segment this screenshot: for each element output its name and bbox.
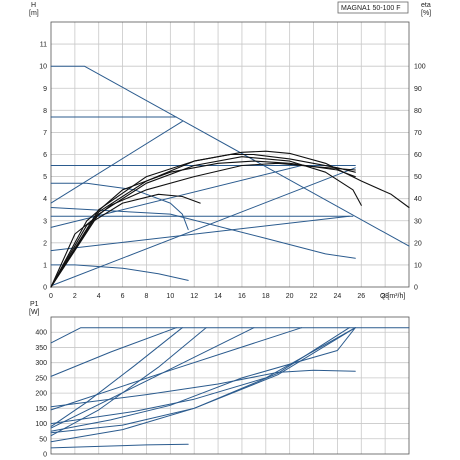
power-chart-frame: [50, 316, 410, 455]
eta-tick-label: 90: [414, 86, 422, 93]
flow-axis-tick-labels: 0 2 4 6 8 10 12 14 16 18 20 22 24 26 28: [49, 293, 389, 300]
flow-tick-label: 10: [166, 293, 174, 300]
head-tick-label: 3: [43, 218, 47, 225]
power-chart-grid: [51, 317, 409, 454]
flow-tick-label: 2: [73, 293, 77, 300]
head-tick-label: 10: [39, 64, 47, 71]
power-tick-label: 0: [43, 452, 47, 459]
head-tick-label: 4: [43, 196, 47, 203]
power-curve: [50, 327, 356, 432]
flow-tick-label: 14: [214, 293, 222, 300]
system-curve: [50, 215, 350, 252]
eta-axis-tick-labels: 0 10 20 30 40 50 60 70 80 90 100: [414, 64, 426, 292]
power-curve: [50, 327, 303, 411]
system-curve: [50, 167, 356, 287]
eta-axis-unit: [%]: [421, 10, 431, 17]
eta-tick-label: 40: [414, 196, 422, 203]
flow-tick-label: 18: [262, 293, 270, 300]
power-curve: [50, 443, 189, 449]
power-curve: [50, 327, 356, 443]
head-tick-label: 9: [43, 86, 47, 93]
head-curve: [50, 182, 189, 231]
efficiency-curve: [50, 162, 356, 288]
flow-tick-label: 4: [97, 293, 101, 300]
eta-tick-label: 20: [414, 240, 422, 247]
eta-tick-label: 80: [414, 108, 422, 115]
head-chart-curves: [50, 65, 410, 288]
head-curve: [50, 65, 410, 247]
power-chart: 0 50 100 150 200 250 300 350 400 P1 [W]: [29, 301, 410, 459]
head-curve: [50, 264, 189, 281]
power-curve: [50, 327, 410, 344]
power-curve: [50, 369, 356, 408]
flow-tick-label: 24: [334, 293, 342, 300]
power-tick-label: 150: [35, 406, 47, 413]
eta-tick-label: 70: [414, 130, 422, 137]
power-axis-label: P1: [30, 301, 39, 308]
head-axis-label: H: [31, 2, 36, 9]
power-tick-label: 200: [35, 391, 47, 398]
power-tick-label: 400: [35, 330, 47, 337]
power-axis-tick-labels: 0 50 100 150 200 250 300 350 400: [35, 330, 47, 459]
head-axis-tick-labels: 0 1 2 3 4 5 6 7 8 9 10 11: [39, 42, 47, 292]
head-tick-label: 8: [43, 108, 47, 115]
power-tick-label: 350: [35, 345, 47, 352]
eta-tick-label: 60: [414, 152, 422, 159]
flow-tick-label: 0: [49, 293, 53, 300]
head-axis-unit: [m]: [29, 10, 39, 17]
head-tick-label: 11: [40, 42, 47, 49]
head-tick-label: 1: [43, 262, 47, 269]
efficiency-curve: [50, 153, 356, 288]
head-tick-label: 0: [43, 285, 47, 292]
power-curve: [50, 327, 356, 425]
flow-tick-label: 26: [357, 293, 365, 300]
flow-tick-label: 22: [310, 293, 318, 300]
head-chart-frame: [50, 21, 410, 288]
flow-tick-label: 28: [381, 293, 389, 300]
head-tick-label: 2: [43, 240, 47, 247]
power-curve: [50, 327, 183, 428]
eta-tick-label: 100: [414, 64, 426, 71]
power-tick-label: 50: [39, 436, 47, 443]
chart-title: MAGNA1 50-100 F: [341, 5, 401, 12]
flow-tick-label: 8: [145, 293, 149, 300]
power-curve: [50, 327, 255, 429]
eta-tick-label: 50: [414, 174, 422, 181]
power-tick-label: 100: [35, 421, 47, 428]
efficiency-curve: [50, 150, 410, 288]
flow-tick-label: 12: [190, 293, 198, 300]
head-tick-label: 7: [43, 130, 47, 137]
power-curve: [50, 327, 207, 437]
efficiency-curve: [50, 193, 201, 288]
eta-axis-label: eta: [421, 2, 431, 9]
power-tick-label: 300: [35, 360, 47, 367]
power-curve: [50, 327, 177, 377]
chart-title-box: [337, 1, 409, 14]
flow-tick-label: 16: [238, 293, 246, 300]
power-chart-curves: [50, 327, 410, 449]
power-axis-unit: [W]: [29, 309, 40, 316]
system-curve: [50, 120, 183, 204]
flow-tick-label: 6: [121, 293, 125, 300]
eta-tick-label: 0: [414, 285, 418, 292]
head-tick-label: 5: [43, 174, 47, 181]
power-tick-label: 250: [35, 375, 47, 382]
eta-tick-label: 30: [414, 218, 422, 225]
flow-tick-label: 20: [286, 293, 294, 300]
flow-axis-label: Q [m³/h]: [380, 293, 405, 300]
head-tick-label: 6: [43, 152, 47, 159]
system-curve: [50, 207, 356, 259]
eta-tick-label: 10: [414, 262, 422, 269]
head-chart-grid: [51, 22, 409, 287]
